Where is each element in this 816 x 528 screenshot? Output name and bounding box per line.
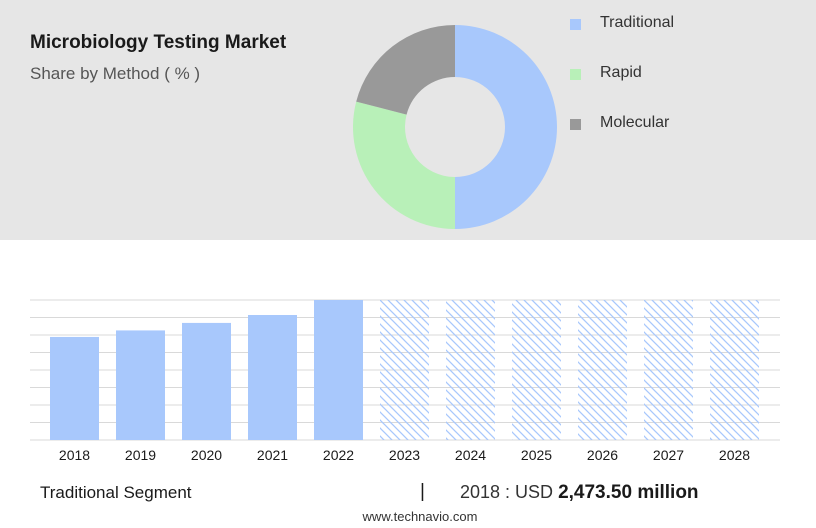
x-tick-label: 2022 [323,447,354,463]
forecast-bar-2024 [446,300,495,440]
x-tick-label: 2018 [59,447,90,463]
stat-prefix: 2018 : USD [460,482,554,502]
legend-label-traditional: Traditional [600,14,675,31]
legend-item-rapid: Rapid [570,64,770,84]
legend-swatch-molecular [570,119,581,130]
forecast-bar-2023 [380,300,429,440]
x-tick-label: 2021 [257,447,288,463]
website-link[interactable]: www.technavio.com [362,509,478,524]
legend-label-rapid: Rapid [600,64,642,81]
chart-title: Microbiology Testing Market [30,32,287,53]
x-tick-label: 2023 [389,447,420,463]
forecast-bar-2026 [578,300,627,440]
bar-2022 [314,300,363,440]
legend-item-molecular: Molecular [570,114,770,134]
donut-slice-rapid [353,101,455,229]
x-tick-label: 2019 [125,447,156,463]
bar-2020 [182,322,231,440]
bar-2021 [248,315,297,440]
legend-swatch-rapid [570,69,581,80]
x-tick-label: 2020 [191,447,222,463]
donut-slice-traditional [455,25,557,229]
x-tick-label: 2028 [719,447,750,463]
x-tick-label: 2026 [587,447,618,463]
segment-label: Traditional Segment [40,483,192,502]
legend-label-molecular: Molecular [600,114,670,131]
x-tick-label: 2024 [455,447,486,463]
chart-subtitle: Share by Method ( % ) [30,64,201,83]
bar-chart: 2018 2019 2020 2021 2022 2023 2024 2025 2026 2027… [30,299,780,463]
donut-slice-molecular [356,25,455,115]
forecast-bar-2027 [644,300,693,440]
forecast-bar-2028 [710,300,759,440]
forecast-bar-2025 [512,300,561,440]
footer-separator: | [420,481,425,502]
donut-chart [353,25,557,229]
bar-2019 [116,330,165,440]
legend-swatch-traditional [570,19,581,30]
bar-2018 [50,336,99,440]
x-tick-label: 2025 [521,447,552,463]
x-tick-label: 2027 [653,447,684,463]
segment-stat: 2018 : USD 2,473.50 million [460,482,699,504]
stat-value: 2,473.50 million [558,482,699,503]
legend-item-traditional: Traditional [570,14,770,34]
